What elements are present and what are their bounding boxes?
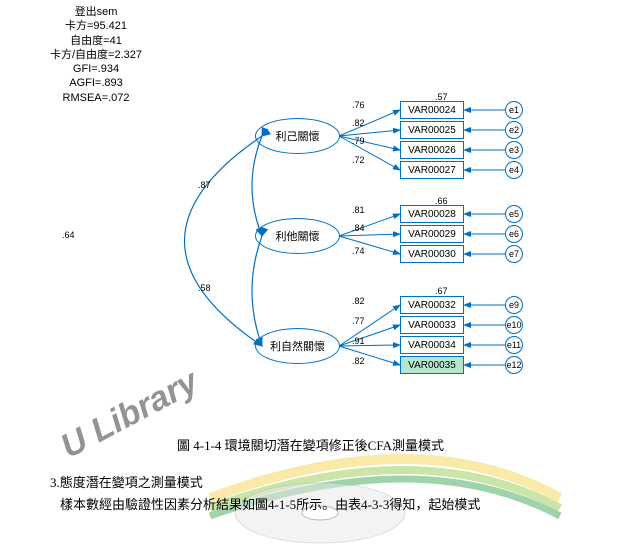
- loading-label: .77: [352, 316, 365, 326]
- observed-var: VAR00032: [400, 296, 464, 314]
- observed-var: VAR00025: [400, 121, 464, 139]
- observed-var: VAR00024: [400, 101, 464, 119]
- observed-var: VAR00027: [400, 161, 464, 179]
- error-term: e3: [505, 141, 523, 159]
- r-squared-label: .67: [435, 286, 448, 296]
- fit-stat-line: 卡方=95.421: [50, 19, 142, 33]
- error-term: e7: [505, 245, 523, 263]
- fit-stat-line: 自由度=41: [50, 34, 142, 48]
- loading-label: .82: [352, 296, 365, 306]
- fit-stat-line: 卡方/自由度=2.327: [50, 48, 142, 62]
- fit-stat-line: 登出sem: [50, 5, 142, 19]
- loading-label: .81: [352, 205, 365, 215]
- factor-ellipse: 利他關懷: [255, 218, 340, 254]
- loading-label: .79: [352, 136, 365, 146]
- fit-stat-line: GFI=.934: [50, 62, 142, 76]
- error-term: e4: [505, 161, 523, 179]
- factor-ellipse: 利己關懷: [255, 118, 340, 154]
- error-term: e6: [505, 225, 523, 243]
- covariance-label: .87: [198, 180, 211, 190]
- error-term: e5: [505, 205, 523, 223]
- observed-var: VAR00033: [400, 316, 464, 334]
- observed-var: VAR00029: [400, 225, 464, 243]
- error-term: e10: [505, 316, 523, 334]
- observed-var: VAR00030: [400, 245, 464, 263]
- error-term: e12: [505, 356, 523, 374]
- observed-var: VAR00026: [400, 141, 464, 159]
- fit-statistics: 登出sem卡方=95.421自由度=41卡方/自由度=2.327GFI=.934…: [50, 5, 142, 105]
- loading-label: .74: [352, 246, 365, 256]
- body-text: 樣本數經由驗證性因素分析結果如圖4-1-5所示。由表4-3-3得知，起始模式: [30, 495, 591, 515]
- loading-label: .84: [352, 223, 365, 233]
- observed-var: VAR00034: [400, 336, 464, 354]
- factor-ellipse: 利自然關懷: [255, 328, 340, 364]
- loading-label: .82: [352, 356, 365, 366]
- error-term: e2: [505, 121, 523, 139]
- loading-label: .76: [352, 100, 365, 110]
- loading-label: .82: [352, 118, 365, 128]
- loading-label: .72: [352, 155, 365, 165]
- covariance-label: .64: [62, 230, 75, 240]
- section-heading: 3.態度潛在變項之測量模式: [30, 472, 591, 491]
- observed-var: VAR00028: [400, 205, 464, 223]
- caption-area: 圖 4-1-4 環境關切潛在變項修正後CFA測量模式 3.態度潛在變項之測量模式…: [0, 435, 621, 515]
- error-term: e11: [505, 336, 523, 354]
- error-term: e9: [505, 296, 523, 314]
- fit-stat-line: RMSEA=.072: [50, 91, 142, 105]
- error-term: e1: [505, 101, 523, 119]
- covariance-label: .58: [198, 283, 211, 293]
- loading-label: .91: [352, 336, 365, 346]
- figure-caption: 圖 4-1-4 環境關切潛在變項修正後CFA測量模式: [30, 435, 591, 454]
- fit-stat-line: AGFI=.893: [50, 76, 142, 90]
- observed-var: VAR00035: [400, 356, 464, 374]
